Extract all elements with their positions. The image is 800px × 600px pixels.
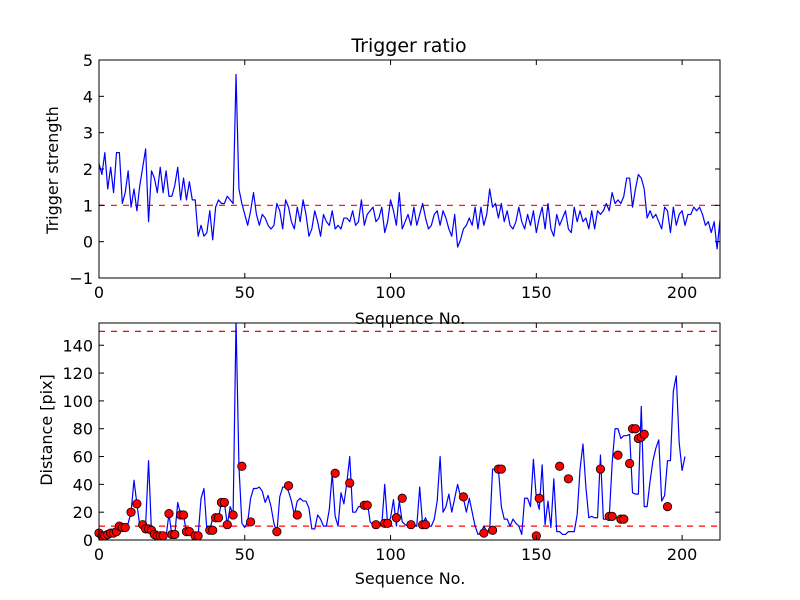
bottom-y-tick-label: 0 [83, 531, 93, 550]
data-point-marker [496, 464, 506, 474]
data-point-marker [126, 507, 136, 517]
data-point-marker [170, 529, 180, 540]
top-x-tick-label: 100 [375, 283, 406, 302]
data-point-marker [397, 493, 407, 503]
data-point-marker [132, 499, 142, 509]
bottom-y-axis-label: Distance [pix] [37, 374, 56, 486]
top-y-tick-label: 4 [83, 87, 93, 106]
data-point-marker [458, 492, 469, 502]
data-point-marker [639, 429, 649, 439]
data-point-marker [555, 461, 565, 471]
data-point-marker [371, 520, 381, 530]
bottom-x-tick-label: 50 [235, 545, 255, 564]
data-point-marker [406, 520, 416, 530]
data-point-marker [272, 527, 282, 537]
bottom-y-tick-label: 20 [73, 503, 93, 522]
data-point-marker [383, 518, 393, 528]
data-point-marker [619, 514, 629, 524]
data-point-marker [237, 461, 247, 471]
top-y-tick-label: 2 [83, 160, 93, 179]
data-point-marker [164, 508, 174, 519]
bottom-y-tick-label: 140 [62, 336, 93, 355]
top-y-tick-label: 5 [83, 51, 93, 70]
data-point-marker [178, 510, 189, 520]
distance-panel: Sequence No. Distance [pix] 0 50 100 150 200… [37, 322, 721, 588]
data-point-marker [391, 513, 401, 523]
chart-title: Trigger ratio [350, 35, 466, 57]
data-point-marker [120, 522, 130, 533]
data-point-marker [662, 502, 673, 512]
data-point-marker [534, 493, 544, 503]
data-point-marker [213, 513, 224, 523]
bottom-x-tick-label: 0 [94, 545, 104, 564]
bottom-x-axis-label: Sequence No. [355, 569, 466, 588]
top-x-axis-label: Sequence No. [355, 309, 466, 328]
bottom-x-tick-label: 200 [667, 545, 698, 564]
top-y-tick-label: 0 [83, 233, 93, 252]
data-point-marker [228, 510, 238, 520]
bottom-axes-frame [98, 322, 721, 541]
data-point-marker [479, 528, 489, 538]
data-point-marker [330, 468, 340, 478]
bottom-x-tick-label: 150 [521, 545, 552, 564]
data-point-marker [362, 500, 372, 510]
bottom-markers [94, 424, 673, 541]
bottom-x-tick-label: 100 [375, 545, 406, 564]
bottom-y-tick-label: 80 [73, 420, 93, 439]
data-point-marker [158, 531, 168, 541]
data-point-marker [292, 510, 302, 520]
data-point-marker [607, 511, 617, 521]
top-x-tick-label: 50 [235, 283, 255, 302]
data-point-marker [193, 531, 203, 541]
top-y-tick-label: 1 [83, 196, 93, 215]
top-series-line [99, 73, 720, 250]
data-point-marker [283, 481, 294, 491]
data-point-marker [246, 517, 256, 527]
top-x-tick-label: 150 [521, 283, 552, 302]
data-point-marker [613, 450, 623, 460]
bottom-y-tick-label: 40 [73, 475, 93, 494]
bottom-y-tick-label: 100 [62, 392, 93, 411]
trigger-strength-panel: Trigger ratio Sequence No. Trigger stren… [43, 35, 721, 328]
top-x-tick-label: 200 [667, 283, 698, 302]
data-point-marker [625, 458, 635, 469]
data-point-marker [630, 424, 641, 434]
top-x-tick-label: 0 [94, 283, 104, 302]
top-y-tick-label: −1 [69, 269, 93, 288]
top-y-tick-label: 3 [83, 124, 93, 143]
data-point-marker [345, 478, 355, 488]
data-point-marker [563, 474, 573, 484]
bottom-y-tick-label: 120 [62, 364, 93, 383]
data-point-marker [219, 497, 229, 508]
bottom-y-tick-label: 60 [73, 448, 93, 467]
data-point-marker [208, 525, 218, 535]
data-point-marker [420, 520, 431, 530]
top-y-axis-label: Trigger strength [43, 106, 62, 235]
data-point-marker [487, 525, 498, 535]
data-point-marker [222, 520, 232, 530]
data-point-marker [595, 464, 606, 474]
